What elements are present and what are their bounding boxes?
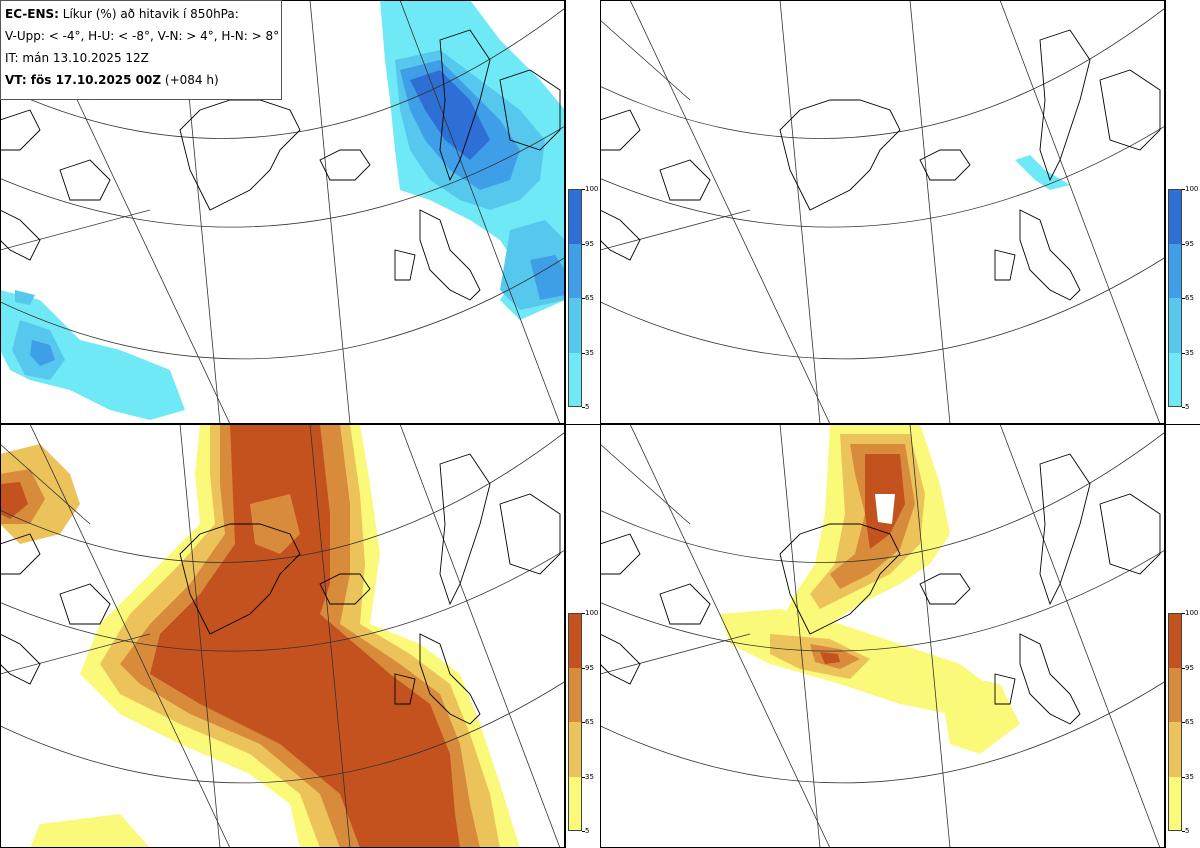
colorbar-tick-mark xyxy=(582,831,585,832)
lead-time: (+084 h) xyxy=(164,73,219,87)
colorbar-tick-mark xyxy=(1182,667,1185,669)
colorbar-warm: 100 95 65 35 5 xyxy=(1168,609,1198,835)
colorbar-tick-mark xyxy=(582,407,585,408)
colorbar-tick-label: 35 xyxy=(585,348,594,357)
map-panel-cold-4 xyxy=(0,0,565,424)
colorbar-segment xyxy=(568,298,582,353)
colorbar-tick-mark xyxy=(1182,407,1185,408)
colorbar-tick-mark xyxy=(1182,243,1185,245)
colorbar-tick-label: 100 xyxy=(1185,185,1199,193)
colorbar-tick-label: 95 xyxy=(585,663,594,672)
colorbar-tick-label: 65 xyxy=(585,294,594,302)
colorbar-tick-mark xyxy=(1182,298,1185,299)
colorbar-tick-mark xyxy=(582,613,585,614)
colorbar-tick-label: 65 xyxy=(1185,718,1194,726)
colorbar-tick-label: 35 xyxy=(1185,772,1194,781)
colorbar-tick-mark xyxy=(582,298,585,299)
colorbar-segment xyxy=(1168,722,1182,777)
colorbar-tick-mark xyxy=(582,667,585,669)
colorbar-segment xyxy=(568,667,582,722)
model-label: EC-ENS: xyxy=(5,7,59,21)
coastlines xyxy=(600,29,1161,301)
colorbar-tick-label: 35 xyxy=(1185,348,1194,357)
panel-divider xyxy=(0,424,1200,425)
colorbar-tick-label: 5 xyxy=(585,827,590,835)
map-cold-4 xyxy=(0,0,565,424)
colorbar-segment xyxy=(1168,776,1182,831)
colorbar-tick-mark xyxy=(1182,189,1185,190)
colorbar-segment xyxy=(1168,189,1182,244)
valid-time-line: VT: fös 17.10.2025 00Z (+084 h) xyxy=(5,73,281,95)
colorbar-segment xyxy=(568,722,582,777)
title-line: EC-ENS: Líkur (%) að hitavik í 850hPa: xyxy=(5,7,281,29)
map-warm-4 xyxy=(0,424,565,848)
colorbar-segment xyxy=(568,189,582,244)
coastlines xyxy=(600,453,1161,725)
colorbar-tick-label: 95 xyxy=(585,239,594,248)
colorbar-segment xyxy=(1168,352,1182,407)
colorbar-warm: 100 95 65 35 5 xyxy=(568,609,598,835)
map-panel-cold-8 xyxy=(600,0,1165,424)
graticule xyxy=(0,424,565,848)
colorbar-tick-mark xyxy=(1182,776,1185,778)
colorbar-tick-mark xyxy=(582,352,585,354)
colorbar-segment xyxy=(568,243,582,298)
colorbar-segment xyxy=(568,613,582,668)
colorbar-tick-mark xyxy=(582,722,585,723)
colorbar-tick-mark xyxy=(1182,722,1185,723)
map-panel-warm-8 xyxy=(600,424,1165,848)
map-warm-8 xyxy=(600,424,1165,848)
colorbar-tick-label: 65 xyxy=(585,718,594,726)
colorbar-tick-label: 95 xyxy=(1185,239,1194,248)
initial-time: IT: mán 13.10.2025 12Z xyxy=(5,51,149,65)
colorbar-tick-label: 100 xyxy=(585,185,599,193)
colorbar-cold: 100 95 65 35 5 xyxy=(568,185,598,411)
colorbar-segment xyxy=(568,776,582,831)
graticule xyxy=(600,0,1165,424)
coastlines xyxy=(0,453,561,725)
legend-line: V-Upp: < -4°, H-U: < -8°, V-N: > 4°, H-N… xyxy=(5,29,280,43)
probability-shading-warm-8 xyxy=(720,424,1020,754)
colorbar-segment xyxy=(1168,613,1182,668)
graticule xyxy=(600,424,1165,848)
probability-shading-cold-8 xyxy=(1015,155,1070,190)
panel-frame xyxy=(0,0,565,424)
colorbar-segment xyxy=(568,352,582,407)
colorbar-tick-mark xyxy=(1182,352,1185,354)
colorbar-segment xyxy=(1168,243,1182,298)
colorbar-tick-mark xyxy=(1182,613,1185,614)
colorbar-tick-label: 5 xyxy=(1185,403,1190,411)
valid-time: VT: fös 17.10.2025 00Z xyxy=(5,73,162,87)
colorbar-tick-label: 100 xyxy=(585,609,599,617)
colorbar-tick-label: 100 xyxy=(1185,609,1199,617)
map-panel-warm-4 xyxy=(0,424,565,848)
colorbar-tick-label: 65 xyxy=(1185,294,1194,302)
graticule xyxy=(0,0,565,424)
coastlines xyxy=(0,29,561,301)
colorbar-tick-label: 5 xyxy=(585,403,590,411)
colorbar-tick-mark xyxy=(582,189,585,190)
colorbar-tick-label: 35 xyxy=(585,772,594,781)
colorbar-tick-mark xyxy=(1182,831,1185,832)
colorbar-tick-mark xyxy=(582,243,585,245)
colorbar-cold: 100 95 65 35 5 xyxy=(1168,185,1198,411)
colorbar-segment xyxy=(1168,298,1182,353)
colorbar-tick-label: 5 xyxy=(1185,827,1190,835)
map-cold-8 xyxy=(600,0,1165,424)
colorbar-tick-label: 95 xyxy=(1185,663,1194,672)
info-box: EC-ENS: Líkur (%) að hitavik í 850hPa: V… xyxy=(0,0,282,100)
title-text: Líkur (%) að hitavik í 850hPa: xyxy=(62,7,239,21)
colorbar-tick-mark xyxy=(582,776,585,778)
colorbar-segment xyxy=(1168,667,1182,722)
